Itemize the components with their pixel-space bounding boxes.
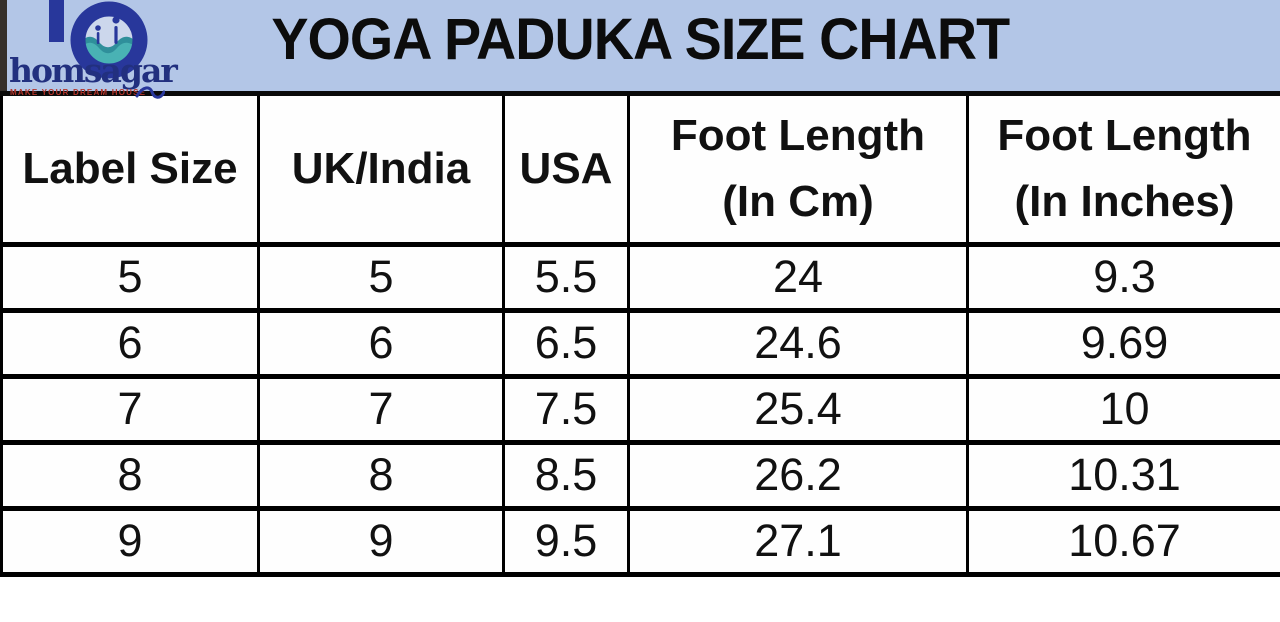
brand-logo: homsagar MAKE YOUR DREAM HOUSE	[7, 0, 197, 99]
homsagar-logo-icon	[49, 0, 148, 79]
cell-usa: 6.5	[502, 307, 630, 379]
cell-label-size: 8	[0, 439, 260, 511]
cell-usa: 8.5	[502, 439, 630, 511]
page-title: YOGA PADUKA SIZE CHART	[271, 7, 1010, 72]
cell-label-size: 6	[0, 307, 260, 379]
column-header-label-size: Label Size	[0, 96, 260, 247]
column-header-uk-india: UK/India	[257, 96, 505, 247]
title-banner: homsagar MAKE YOUR DREAM HOUSE YOGA PADU…	[0, 0, 1280, 99]
header-row: Label Size UK/India USA Foot Length (In …	[0, 96, 1280, 247]
brand-tagline: MAKE YOUR DREAM HOUSE	[10, 88, 147, 97]
cell-foot-length-cm: 25.4	[627, 373, 969, 445]
cell-foot-length-inches: 10.67	[966, 505, 1280, 577]
table-row: 6 6 6.5 24.6 9.69	[0, 307, 1280, 379]
table-row: 9 9 9.5 27.1 10.67	[0, 505, 1280, 577]
column-header-foot-length-cm: Foot Length (In Cm)	[627, 96, 969, 247]
cell-uk-india: 7	[257, 373, 505, 445]
cell-foot-length-inches: 9.3	[966, 241, 1280, 313]
cell-usa: 7.5	[502, 373, 630, 445]
column-header-foot-length-inches: Foot Length (In Inches)	[966, 96, 1280, 247]
cell-foot-length-inches: 10.31	[966, 439, 1280, 511]
size-chart-table: Label Size UK/India USA Foot Length (In …	[0, 96, 1280, 577]
cell-foot-length-cm: 24	[627, 241, 969, 313]
cell-foot-length-cm: 26.2	[627, 439, 969, 511]
column-header-usa: USA	[502, 96, 630, 247]
cell-foot-length-cm: 24.6	[627, 307, 969, 379]
cell-uk-india: 8	[257, 439, 505, 511]
cell-label-size: 9	[0, 505, 260, 577]
cell-usa: 5.5	[502, 241, 630, 313]
cell-usa: 9.5	[502, 505, 630, 577]
cell-uk-india: 6	[257, 307, 505, 379]
table-row: 5 5 5.5 24 9.3	[0, 241, 1280, 313]
photo-edge-strip	[0, 0, 7, 91]
cell-foot-length-cm: 27.1	[627, 505, 969, 577]
cell-foot-length-inches: 9.69	[966, 307, 1280, 379]
table-row: 7 7 7.5 25.4 10	[0, 373, 1280, 445]
brand-name: homsagar	[9, 51, 178, 90]
cell-foot-length-inches: 10	[966, 373, 1280, 445]
cell-uk-india: 9	[257, 505, 505, 577]
cell-label-size: 7	[0, 373, 260, 445]
table-row: 8 8 8.5 26.2 10.31	[0, 439, 1280, 511]
cell-uk-india: 5	[257, 241, 505, 313]
logo-swirl-icon	[135, 86, 165, 99]
cell-label-size: 5	[0, 241, 260, 313]
